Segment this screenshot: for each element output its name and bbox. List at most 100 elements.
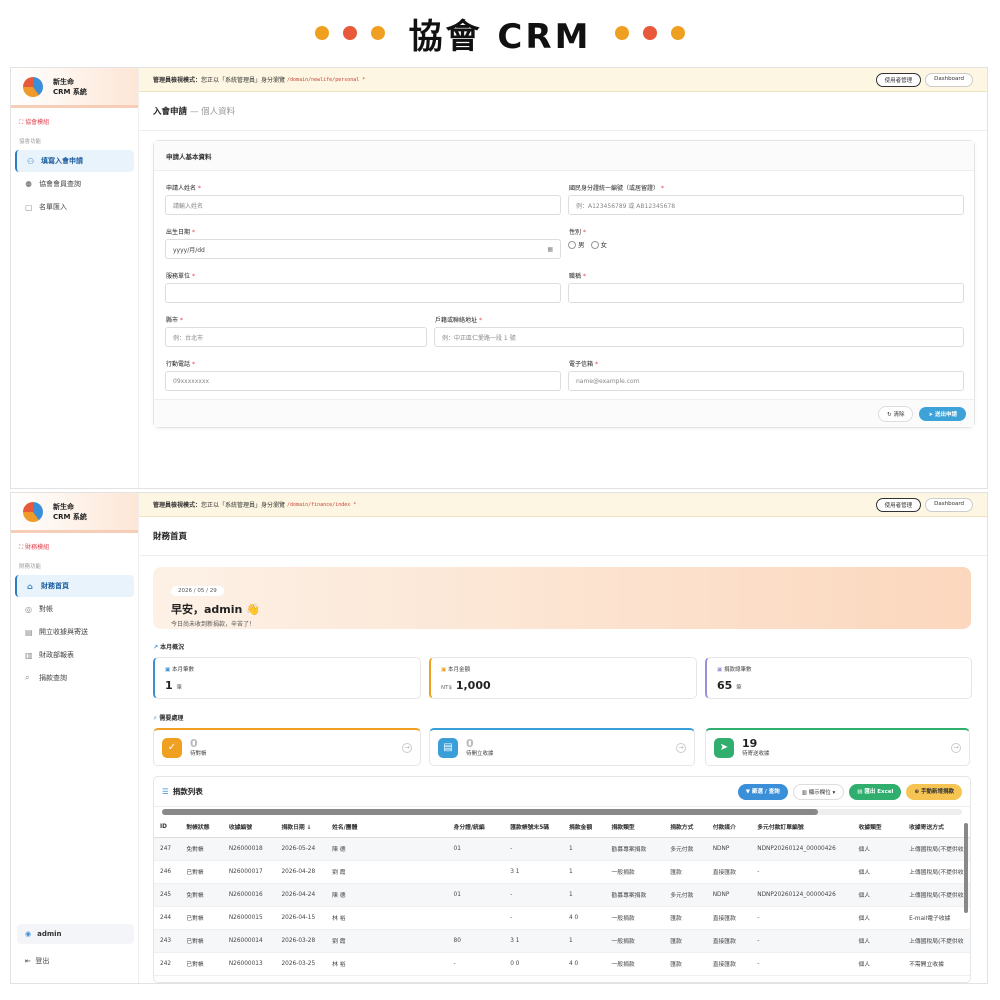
- column-header[interactable]: 付款媒介: [706, 817, 752, 838]
- column-header[interactable]: 多元付款訂單編號: [751, 817, 853, 838]
- add-donation-button[interactable]: ⊕ 手動新增捐款: [906, 783, 962, 800]
- column-header[interactable]: 收據寄送方式: [903, 817, 970, 838]
- table-cell: 個人: [852, 837, 904, 861]
- todo-label: 待寄送收據: [742, 751, 770, 757]
- column-header[interactable]: 收據類型: [852, 817, 904, 838]
- todo-card[interactable]: ✓ 0 待對帳 →: [153, 728, 421, 766]
- column-header[interactable]: 收據編號: [222, 817, 276, 838]
- sidebar-item[interactable]: ⚇ 填寫入會申請: [15, 150, 134, 172]
- app-name-sub: CRM 系統: [53, 87, 87, 96]
- sidebar-item[interactable]: ⌕ 捐款查詢: [15, 667, 134, 689]
- column-header[interactable]: 捐款方式: [664, 817, 707, 838]
- logout-link[interactable]: ⇤ 登出: [25, 957, 50, 965]
- horizontal-scrollbar[interactable]: [162, 809, 962, 815]
- mobile-input[interactable]: 09xxxxxxxx: [165, 371, 561, 391]
- table-row[interactable]: 245 免對帳 N26000016 2026-04-24 陳 德 01-1 勸募專案捐款 多元…: [154, 883, 970, 907]
- jobtitle-label: 職稱 *: [569, 273, 586, 280]
- users-icon: ⚉: [25, 179, 33, 189]
- stat-value: 1 筆: [165, 679, 183, 692]
- app-logo[interactable]: 新生命 CRM 系統: [11, 493, 138, 533]
- dashboard-button[interactable]: Dashboard: [925, 497, 973, 512]
- todo-label: 待對帳: [190, 751, 207, 757]
- org-input[interactable]: [165, 283, 561, 303]
- city-input[interactable]: 例：台北市: [165, 327, 427, 347]
- table-cell: 4 0: [562, 952, 606, 976]
- table-cell: 多元付款: [664, 837, 707, 861]
- todo-count: 19: [742, 737, 758, 750]
- table-row[interactable]: 246 已對帳 N26000017 2026-04-28 劉 霞 3 1 1 一般捐款 匯款 直接…: [154, 860, 970, 884]
- table-cell: [386, 952, 448, 976]
- table-row[interactable]: 247 免對帳 N26000018 2026-05-24 陳 德 01-1 勸募專案捐款 多元…: [154, 837, 970, 861]
- name-input[interactable]: 請輸入姓名: [165, 195, 561, 215]
- user-management-button[interactable]: 使用者管理: [875, 497, 922, 512]
- id-input[interactable]: 例：A123456789 或 AB12345678: [568, 195, 964, 215]
- table-cell: 2026-04-28: [275, 860, 327, 884]
- dashboard-button[interactable]: Dashboard: [925, 72, 973, 87]
- todo-icon: ➤: [714, 737, 734, 758]
- table-row[interactable]: 243 已對帳 N26000014 2026-03-28 劉 霞 80 3 1 1 一般捐款 匯款…: [154, 929, 970, 953]
- email-input[interactable]: name@example.com: [568, 371, 964, 391]
- vertical-scrollbar[interactable]: [964, 823, 968, 913]
- address-label: 戶籍或聯絡地址 *: [435, 317, 482, 324]
- address-input[interactable]: 例：中正區仁愛路一段 1 號: [434, 327, 964, 347]
- dob-input[interactable]: yyyy/月/dd ▦: [165, 239, 561, 259]
- todo-heading: ⚡ 需要處理: [153, 715, 184, 722]
- table-cell: 2026-04-24: [275, 883, 327, 907]
- logo-icon: [23, 501, 43, 522]
- todo-card[interactable]: ▤ 0 待開立收據 →: [429, 728, 695, 766]
- sidebar: 新生命 CRM 系統 ⛶ 財務模組 財務功能 ⌂ 財務首頁 ◎ 對帳 ▤ 開立收據與寄送 ▥ 財…: [11, 493, 139, 983]
- submit-button[interactable]: ➤ 送出申請: [919, 406, 966, 421]
- email-label: 電子信箱 *: [569, 361, 598, 368]
- table-cell: [386, 837, 448, 861]
- calendar-icon[interactable]: ▦: [547, 245, 553, 253]
- column-header[interactable]: 姓名/團體: [326, 817, 387, 838]
- column-header[interactable]: 捐款類型: [605, 817, 665, 838]
- table-cell: [386, 860, 448, 884]
- table-cell: 匯款: [664, 929, 707, 953]
- stat-label: ▣ 本月筆數: [165, 667, 194, 673]
- user-management-button[interactable]: 使用者管理: [875, 72, 922, 87]
- column-header[interactable]: 身分證/統編: [447, 817, 505, 838]
- app-logo[interactable]: 新生命 CRM 系統: [11, 68, 138, 108]
- todo-card[interactable]: ➤ 19 待寄送收據 →: [705, 728, 970, 766]
- list-icon: ☰: [162, 787, 169, 796]
- sidebar-item[interactable]: ▤ 開立收據與寄送: [15, 621, 134, 643]
- sidebar-item-label: 開立收據與寄送: [39, 628, 88, 636]
- table-cell: 個人: [852, 952, 904, 976]
- gender-female-radio[interactable]: 女: [590, 239, 607, 249]
- mobile-label: 行動電話 *: [166, 361, 195, 368]
- column-header[interactable]: 捐款日期 ↓: [275, 817, 327, 838]
- table-cell: N26000016: [222, 883, 276, 907]
- decor-dot: [342, 26, 357, 40]
- column-header[interactable]: [386, 817, 448, 838]
- gender-male-radio[interactable]: 男: [568, 239, 585, 249]
- arrow-right-icon[interactable]: →: [402, 742, 412, 753]
- table-cell: 已對帳: [180, 906, 223, 930]
- table-cell: 一般捐款: [605, 906, 665, 930]
- table-cell: 247: [154, 837, 181, 861]
- sidebar-item[interactable]: ⚉ 協會會員查詢: [15, 173, 134, 195]
- table-cell: 直接匯款: [706, 952, 752, 976]
- column-header[interactable]: 捐款金額: [562, 817, 606, 838]
- sidebar-item[interactable]: ◎ 對帳: [15, 598, 134, 620]
- arrow-right-icon[interactable]: →: [951, 742, 961, 753]
- user-menu[interactable]: ◉ admin: [17, 924, 134, 944]
- sidebar-item[interactable]: ▢ 名單匯入: [15, 196, 134, 218]
- page-heading: 財務首頁: [139, 517, 987, 556]
- sidebar-item[interactable]: ▥ 財政部報表: [15, 644, 134, 666]
- table-row[interactable]: 244 已對帳 N26000015 2026-04-15 林 裕-4 0 一般捐款 匯款 直接…: [154, 906, 970, 930]
- sidebar-item[interactable]: ⌂ 財務首頁: [15, 575, 134, 597]
- column-header[interactable]: ID: [154, 817, 181, 838]
- receipt-icon: ▤: [25, 627, 33, 637]
- clear-button[interactable]: ↻ 清除: [878, 405, 914, 422]
- column-header[interactable]: 對帳狀態: [180, 817, 223, 838]
- jobtitle-input[interactable]: [568, 283, 964, 303]
- column-header[interactable]: 匯款帳號末5碼: [504, 817, 563, 838]
- export-excel-button[interactable]: ▤ 匯出 Excel: [849, 783, 902, 800]
- filter-button[interactable]: ▼ 篩選 / 查詢: [737, 783, 788, 800]
- table-cell: 1: [562, 860, 606, 884]
- decor-dot: [643, 26, 658, 40]
- arrow-right-icon[interactable]: →: [676, 742, 686, 753]
- columns-button[interactable]: ▥ 顯示欄位 ▾: [792, 783, 845, 800]
